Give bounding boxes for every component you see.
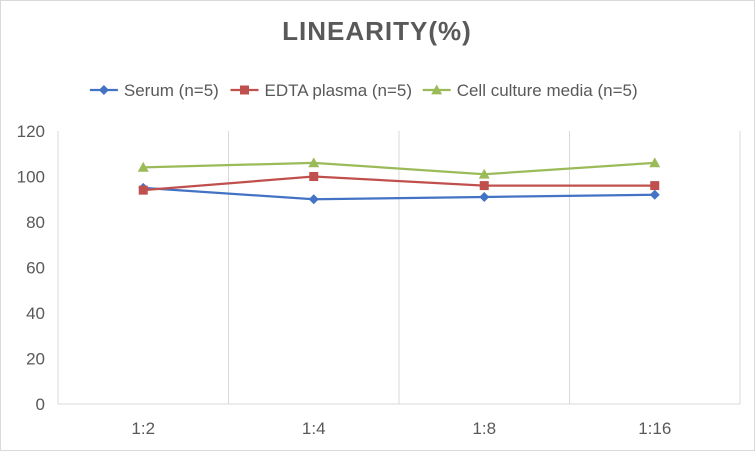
chart-title: LINEARITY(%)	[282, 16, 472, 46]
legend-swatch-marker	[240, 85, 249, 95]
data-point	[308, 157, 320, 168]
data-point	[308, 194, 319, 205]
x-tick-label: 1:16	[638, 419, 671, 438]
data-point	[138, 185, 148, 195]
legend-item: Cell culture media (n=5)	[422, 81, 638, 100]
x-axis: 1:2 1:4 1:8 1:16	[58, 403, 740, 438]
y-tick-label: 80	[26, 213, 45, 232]
series-3	[137, 157, 661, 179]
data-point	[649, 189, 660, 200]
legend-item: Serum (n=5)	[89, 81, 219, 100]
data-point	[137, 161, 149, 172]
legend-label: Serum (n=5)	[124, 81, 219, 100]
series-line	[143, 161, 655, 176]
data-point	[479, 181, 489, 191]
data-point	[309, 172, 319, 181]
series-line	[143, 186, 655, 201]
y-axis: 0 20 40 60 80 100 120	[17, 122, 59, 414]
y-tick-label: 100	[17, 168, 45, 187]
legend-label: Cell culture media (n=5)	[457, 81, 638, 100]
x-tick-label: 1:8	[472, 419, 496, 438]
data-point	[479, 191, 490, 202]
legend-label: EDTA plasma (n=5)	[265, 81, 413, 100]
series-2	[138, 172, 660, 195]
series-group	[137, 157, 661, 205]
y-tick-label: 0	[36, 395, 45, 414]
x-tick-label: 1:2	[131, 419, 155, 438]
series-line	[143, 175, 655, 192]
gridlines	[228, 131, 741, 404]
legend-swatch-marker	[98, 85, 109, 95]
y-tick-label: 40	[26, 304, 45, 323]
legend-swatch-marker	[431, 84, 443, 95]
y-tick-label: 60	[26, 259, 45, 278]
legend-item: EDTA plasma (n=5)	[230, 81, 413, 100]
data-point	[650, 181, 660, 191]
y-tick-label: 20	[26, 350, 45, 369]
x-tick-label: 1:4	[302, 419, 326, 438]
data-point	[478, 168, 490, 179]
data-point	[649, 157, 661, 168]
legend: Serum (n=5) EDTA plasma (n=5) Cell culture…	[89, 81, 638, 100]
y-tick-label: 120	[17, 122, 45, 141]
